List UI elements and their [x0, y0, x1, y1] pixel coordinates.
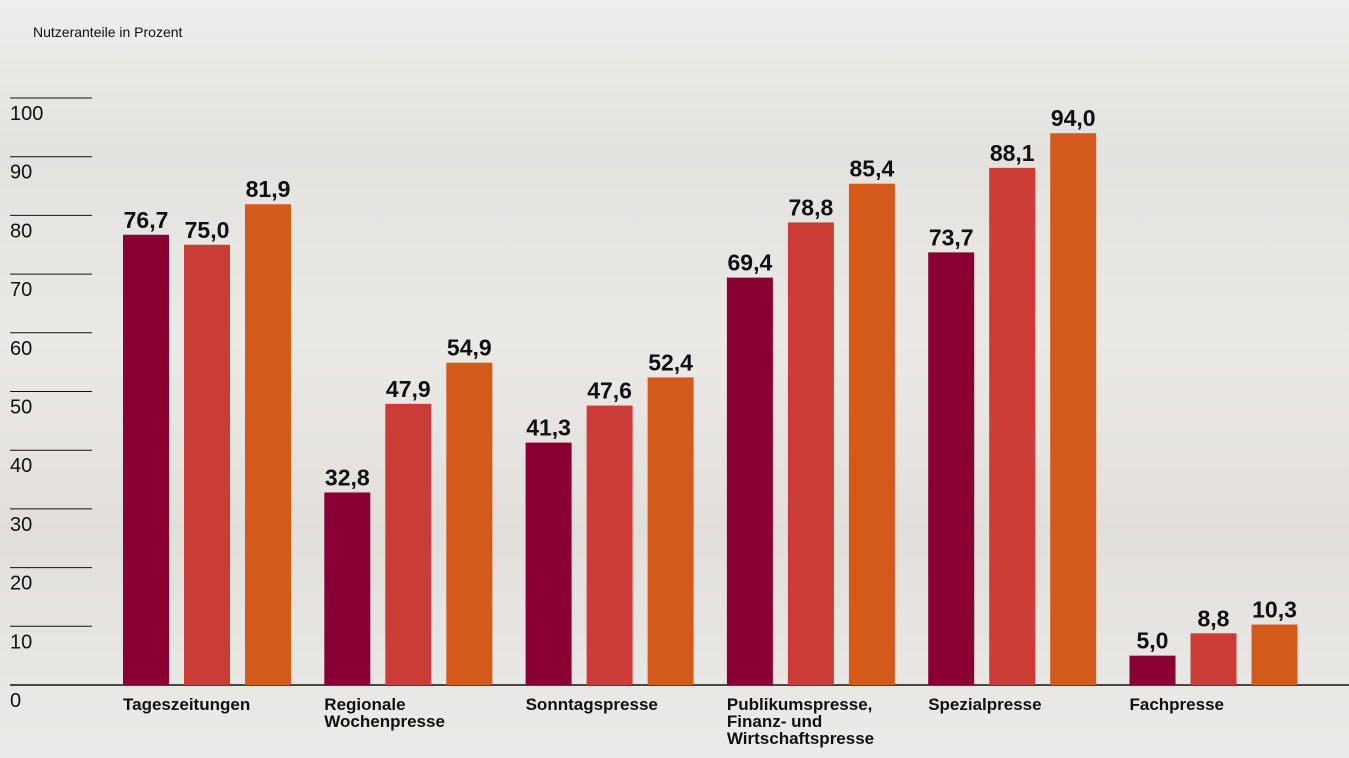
- x-tick-label: Tageszeitungen: [123, 695, 251, 714]
- y-tick-label: 60: [10, 338, 32, 360]
- bar: [1251, 624, 1298, 685]
- data-label: 54,9: [447, 335, 492, 361]
- data-label: 5,0: [1137, 628, 1169, 654]
- data-label: 81,9: [246, 176, 291, 202]
- data-label: 10,3: [1252, 597, 1297, 623]
- data-label: 69,4: [728, 250, 773, 276]
- y-tick-label: 70: [10, 279, 32, 301]
- y-tick-label: 10: [10, 631, 32, 653]
- y-tick-label: 20: [10, 573, 32, 595]
- bar: [586, 405, 633, 685]
- x-tick-label: Sonntagspresse: [525, 695, 658, 714]
- y-tick-label: 0: [10, 690, 21, 712]
- y-axis-label: Nutzeranteile in Prozent: [33, 24, 183, 40]
- data-label: 41,3: [526, 415, 571, 441]
- data-label: 73,7: [929, 224, 974, 250]
- y-tick-label: 90: [10, 162, 32, 184]
- y-tick-label: 80: [10, 220, 32, 242]
- data-label: 78,8: [789, 194, 834, 220]
- data-label: 75,0: [185, 217, 230, 243]
- data-label: 94,0: [1051, 105, 1096, 131]
- x-tick-label: Spezialpresse: [928, 695, 1042, 714]
- bar: [1129, 655, 1176, 685]
- data-label: 85,4: [850, 156, 895, 182]
- bar: [385, 403, 432, 685]
- x-tick-label: Fachpresse: [1129, 695, 1225, 714]
- x-tick-label: Regionale Wochenpresse: [324, 695, 445, 731]
- bar: [1050, 133, 1097, 686]
- y-tick-label: 40: [10, 455, 32, 477]
- bar: [647, 377, 694, 685]
- data-label: 8,8: [1198, 605, 1230, 631]
- data-label: 52,4: [648, 349, 693, 375]
- y-tick-label: 100: [10, 103, 43, 125]
- bar: [848, 183, 895, 685]
- x-tick-label: Publikumspresse, Finanz- und Wirtschafts…: [726, 695, 875, 748]
- bar: [446, 362, 493, 685]
- bar: [1190, 633, 1237, 685]
- bar: [184, 244, 230, 685]
- bar: [928, 252, 975, 686]
- data-label: 47,9: [386, 376, 431, 402]
- bar: [245, 204, 291, 685]
- bar: [525, 442, 572, 685]
- data-label: 88,1: [990, 140, 1035, 166]
- data-label: 47,6: [587, 378, 632, 404]
- data-label: 32,8: [325, 464, 370, 490]
- bar: [726, 277, 773, 685]
- data-label: 76,7: [124, 207, 169, 233]
- bar: [989, 167, 1036, 685]
- y-tick-label: 30: [10, 514, 32, 536]
- bar: [324, 492, 371, 685]
- y-tick-label: 50: [10, 397, 32, 419]
- bar: [123, 234, 169, 685]
- bar: [787, 222, 834, 685]
